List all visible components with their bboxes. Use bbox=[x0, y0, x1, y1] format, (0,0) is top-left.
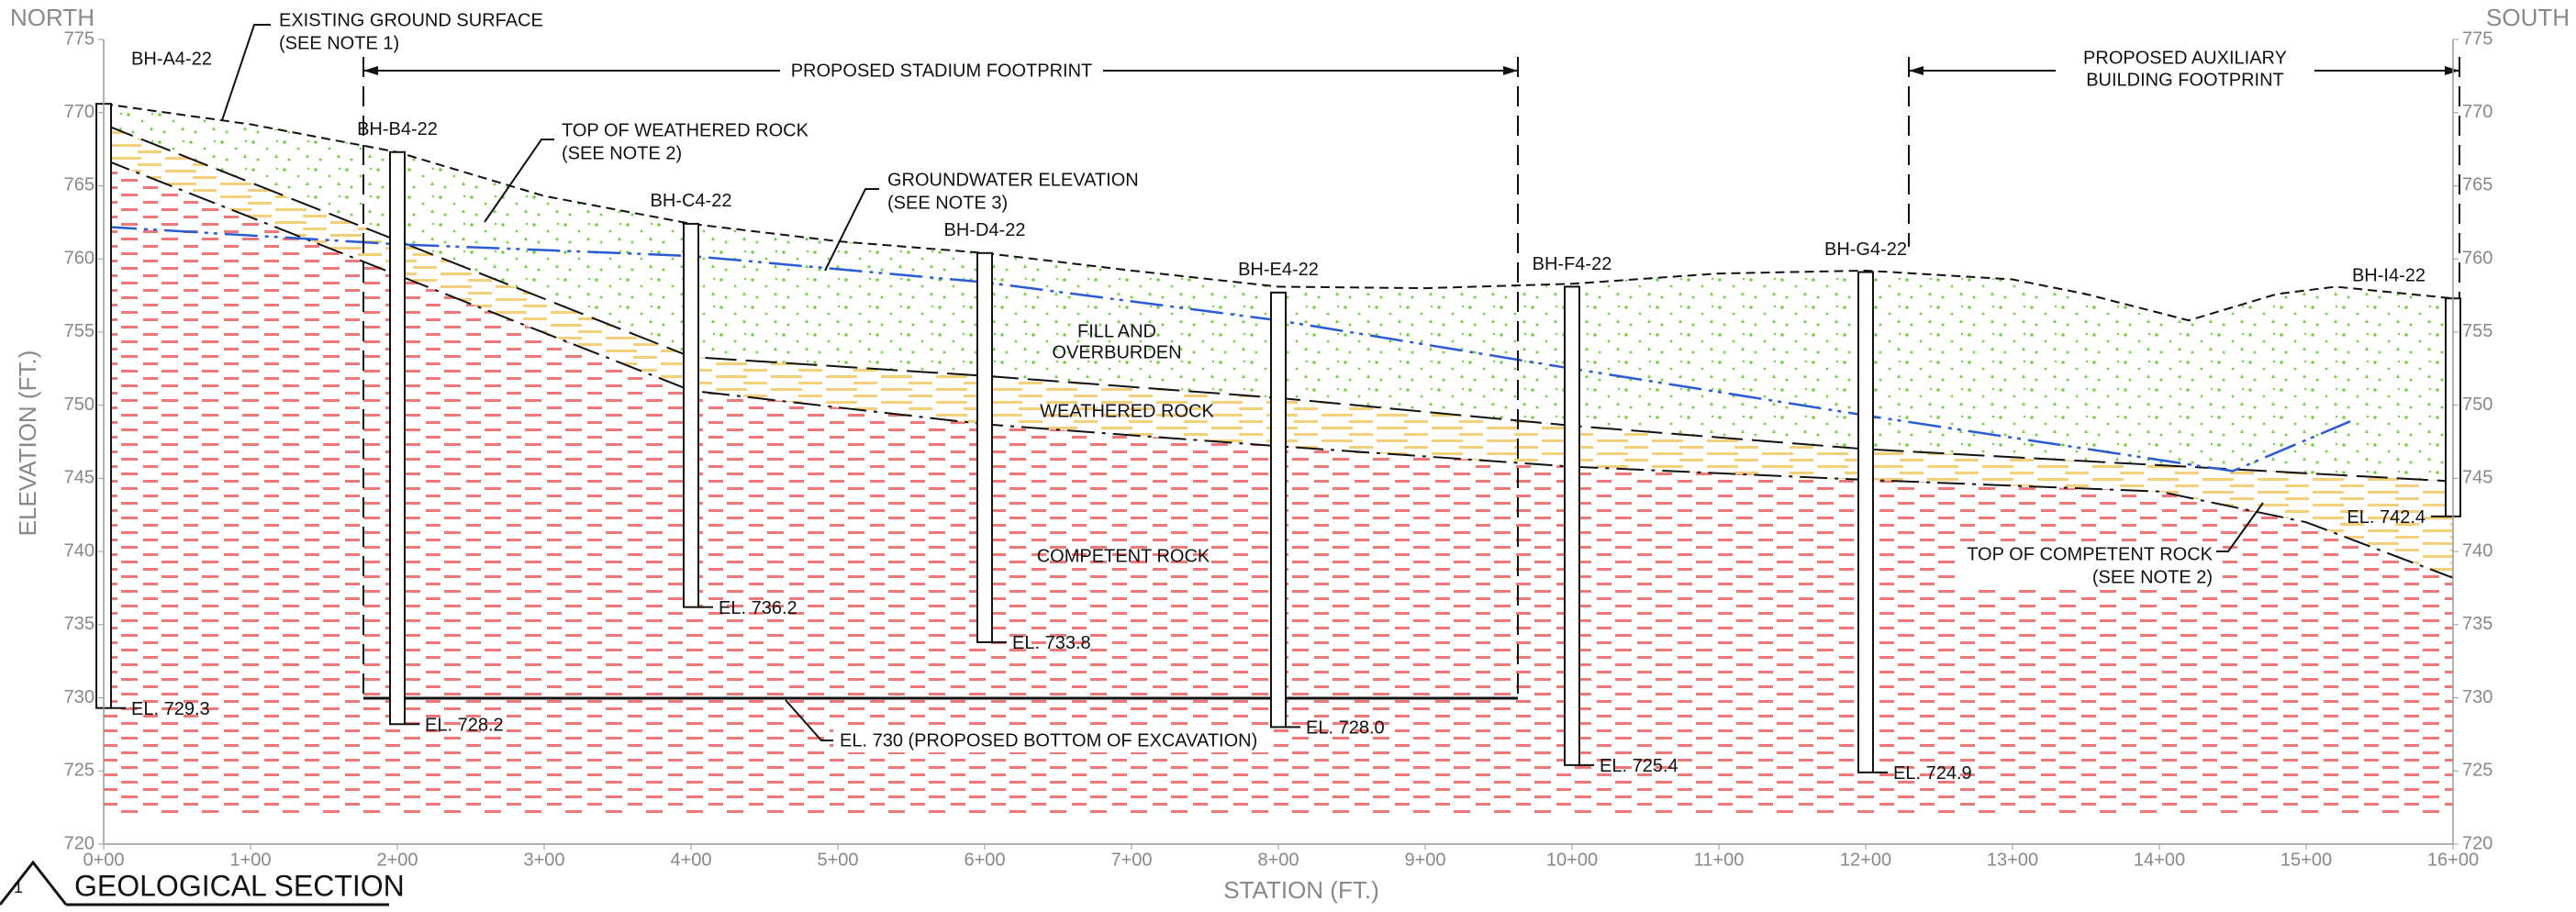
bottom-elevation: EL. 724.9 bbox=[1893, 763, 1972, 784]
x-tick-label: 8+00 bbox=[1257, 850, 1299, 870]
bottom-elevation: EL. 733.8 bbox=[1012, 633, 1091, 653]
bottom-elevation: EL. 725.4 bbox=[1600, 756, 1678, 776]
section-number: 1 bbox=[14, 878, 23, 896]
south-label: SOUTH bbox=[2486, 4, 2570, 31]
x-tick-label: 11+00 bbox=[1694, 850, 1745, 870]
section-title-text: GEOLOGICAL SECTION bbox=[74, 869, 405, 902]
borehole bbox=[1565, 286, 1579, 764]
x-tick-label: 10+00 bbox=[1546, 850, 1598, 870]
borehole-name: BH-E4-22 bbox=[1238, 260, 1319, 280]
borehole-name: BH-D4-22 bbox=[944, 220, 1026, 240]
x-tick-label: 14+00 bbox=[2134, 850, 2185, 870]
y-tick-label: 770 bbox=[64, 102, 95, 122]
x-tick-label: 7+00 bbox=[1110, 850, 1152, 870]
borehole bbox=[977, 253, 992, 642]
bottom-elevation: EL. 729.3 bbox=[131, 699, 210, 719]
y-tick-label: 735 bbox=[64, 614, 95, 634]
x-tick-label: 9+00 bbox=[1404, 850, 1445, 870]
section-marker bbox=[0, 862, 66, 905]
y-tick-label: 740 bbox=[64, 540, 95, 561]
bottom-elevation: EL. 742.4 bbox=[2347, 507, 2425, 528]
borehole bbox=[1271, 293, 1286, 728]
arrow bbox=[363, 66, 378, 75]
aux-label: PROPOSED AUXILIARY bbox=[2083, 48, 2287, 68]
borehole bbox=[390, 152, 405, 724]
north-label: NORTH bbox=[10, 4, 95, 31]
annotation: (SEE NOTE 3) bbox=[887, 193, 1008, 213]
y-tick-label: 750 bbox=[64, 395, 95, 415]
geological-section: PROPOSED STADIUM FOOTPRINT PROPOSED AUXI… bbox=[0, 0, 2576, 912]
y-tick-label: 765 bbox=[64, 175, 95, 195]
borehole-name: BH-A4-22 bbox=[131, 49, 212, 69]
zone-label: OVERBURDEN bbox=[1052, 342, 1181, 362]
bottom-elevation: EL. 728.2 bbox=[425, 716, 504, 736]
x-tick-label: 13+00 bbox=[1987, 850, 2038, 870]
annotation: TOP OF COMPETENT ROCK bbox=[1967, 544, 2213, 564]
y-tick-label: 730 bbox=[2462, 687, 2492, 707]
annotation: (SEE NOTE 1) bbox=[279, 33, 399, 53]
zone-label: COMPETENT ROCK bbox=[1037, 546, 1210, 566]
arrow bbox=[1503, 66, 1518, 75]
y-tick-label: 730 bbox=[64, 687, 95, 707]
annotation: TOP OF WEATHERED ROCK bbox=[562, 120, 809, 140]
borehole-name: BH-F4-22 bbox=[1533, 254, 1612, 274]
y-tick-label: 765 bbox=[2462, 175, 2492, 195]
y-axis-label: ELEVATION (FT.) bbox=[14, 350, 41, 537]
y-tick-label: 725 bbox=[64, 761, 95, 781]
stadium-label: PROPOSED STADIUM FOOTPRINT bbox=[791, 61, 1093, 81]
y-tick-label: 725 bbox=[2462, 761, 2492, 781]
x-axis-label: STATION (FT.) bbox=[1223, 876, 1378, 904]
annotation: GROUNDWATER ELEVATION bbox=[887, 170, 1139, 190]
leader bbox=[222, 25, 271, 120]
arrow bbox=[1909, 66, 1924, 75]
bottom-elevation: EL. 736.2 bbox=[719, 598, 797, 618]
y-tick-label: 755 bbox=[64, 321, 95, 341]
borehole bbox=[1858, 272, 1873, 773]
annotation: (SEE NOTE 2) bbox=[2092, 567, 2213, 587]
y-tick-label: 735 bbox=[2462, 614, 2492, 634]
y-tick-label: 770 bbox=[2462, 102, 2492, 122]
y-tick-label: 745 bbox=[64, 468, 95, 488]
x-tick-label: 16+00 bbox=[2427, 850, 2479, 870]
y-tick-label: 750 bbox=[2462, 395, 2492, 415]
x-tick-label: 4+00 bbox=[670, 850, 711, 870]
zone-label: WEATHERED ROCK bbox=[1040, 401, 1214, 421]
y-tick-label: 740 bbox=[2462, 540, 2492, 561]
annotation: (SEE NOTE 2) bbox=[562, 143, 682, 163]
annotation: EL. 730 (PROPOSED BOTTOM OF EXCAVATION) bbox=[840, 730, 1257, 751]
x-tick-label: 2+00 bbox=[376, 850, 418, 870]
section-title: 1 GEOLOGICAL SECTION bbox=[0, 862, 405, 905]
borehole-name: BH-B4-22 bbox=[357, 119, 438, 139]
x-tick-label: 6+00 bbox=[964, 850, 1005, 870]
bottom-elevation: EL. 728.0 bbox=[1306, 718, 1385, 739]
borehole-name: BH-C4-22 bbox=[651, 191, 732, 211]
borehole-name: BH-I4-22 bbox=[2352, 266, 2425, 286]
x-tick-label: 3+00 bbox=[523, 850, 564, 870]
borehole-name: BH-G4-22 bbox=[1824, 239, 1907, 260]
annotation: EXISTING GROUND SURFACE bbox=[279, 10, 543, 30]
arrow bbox=[2445, 66, 2459, 75]
y-tick-label: 745 bbox=[2462, 468, 2492, 488]
y-tick-label: 755 bbox=[2462, 321, 2492, 341]
y-tick-label: 775 bbox=[64, 28, 95, 49]
x-tick-label: 5+00 bbox=[817, 850, 858, 870]
zone-label: FILL AND bbox=[1077, 321, 1156, 341]
page: Geological Section { "header": {"north":… bbox=[0, 0, 2576, 912]
page-body: PROPOSED STADIUM FOOTPRINT PROPOSED AUXI… bbox=[0, 0, 2576, 912]
y-tick-label: 775 bbox=[2462, 28, 2492, 49]
x-tick-label: 15+00 bbox=[2280, 850, 2332, 870]
borehole bbox=[684, 224, 698, 607]
aux-label: BUILDING FOOTPRINT bbox=[2086, 70, 2284, 90]
y-tick-label: 760 bbox=[2462, 248, 2492, 268]
x-tick-label: 0+00 bbox=[83, 850, 124, 870]
y-tick-label: 760 bbox=[64, 248, 95, 268]
x-tick-label: 1+00 bbox=[229, 850, 271, 870]
x-tick-label: 12+00 bbox=[1840, 850, 1891, 870]
